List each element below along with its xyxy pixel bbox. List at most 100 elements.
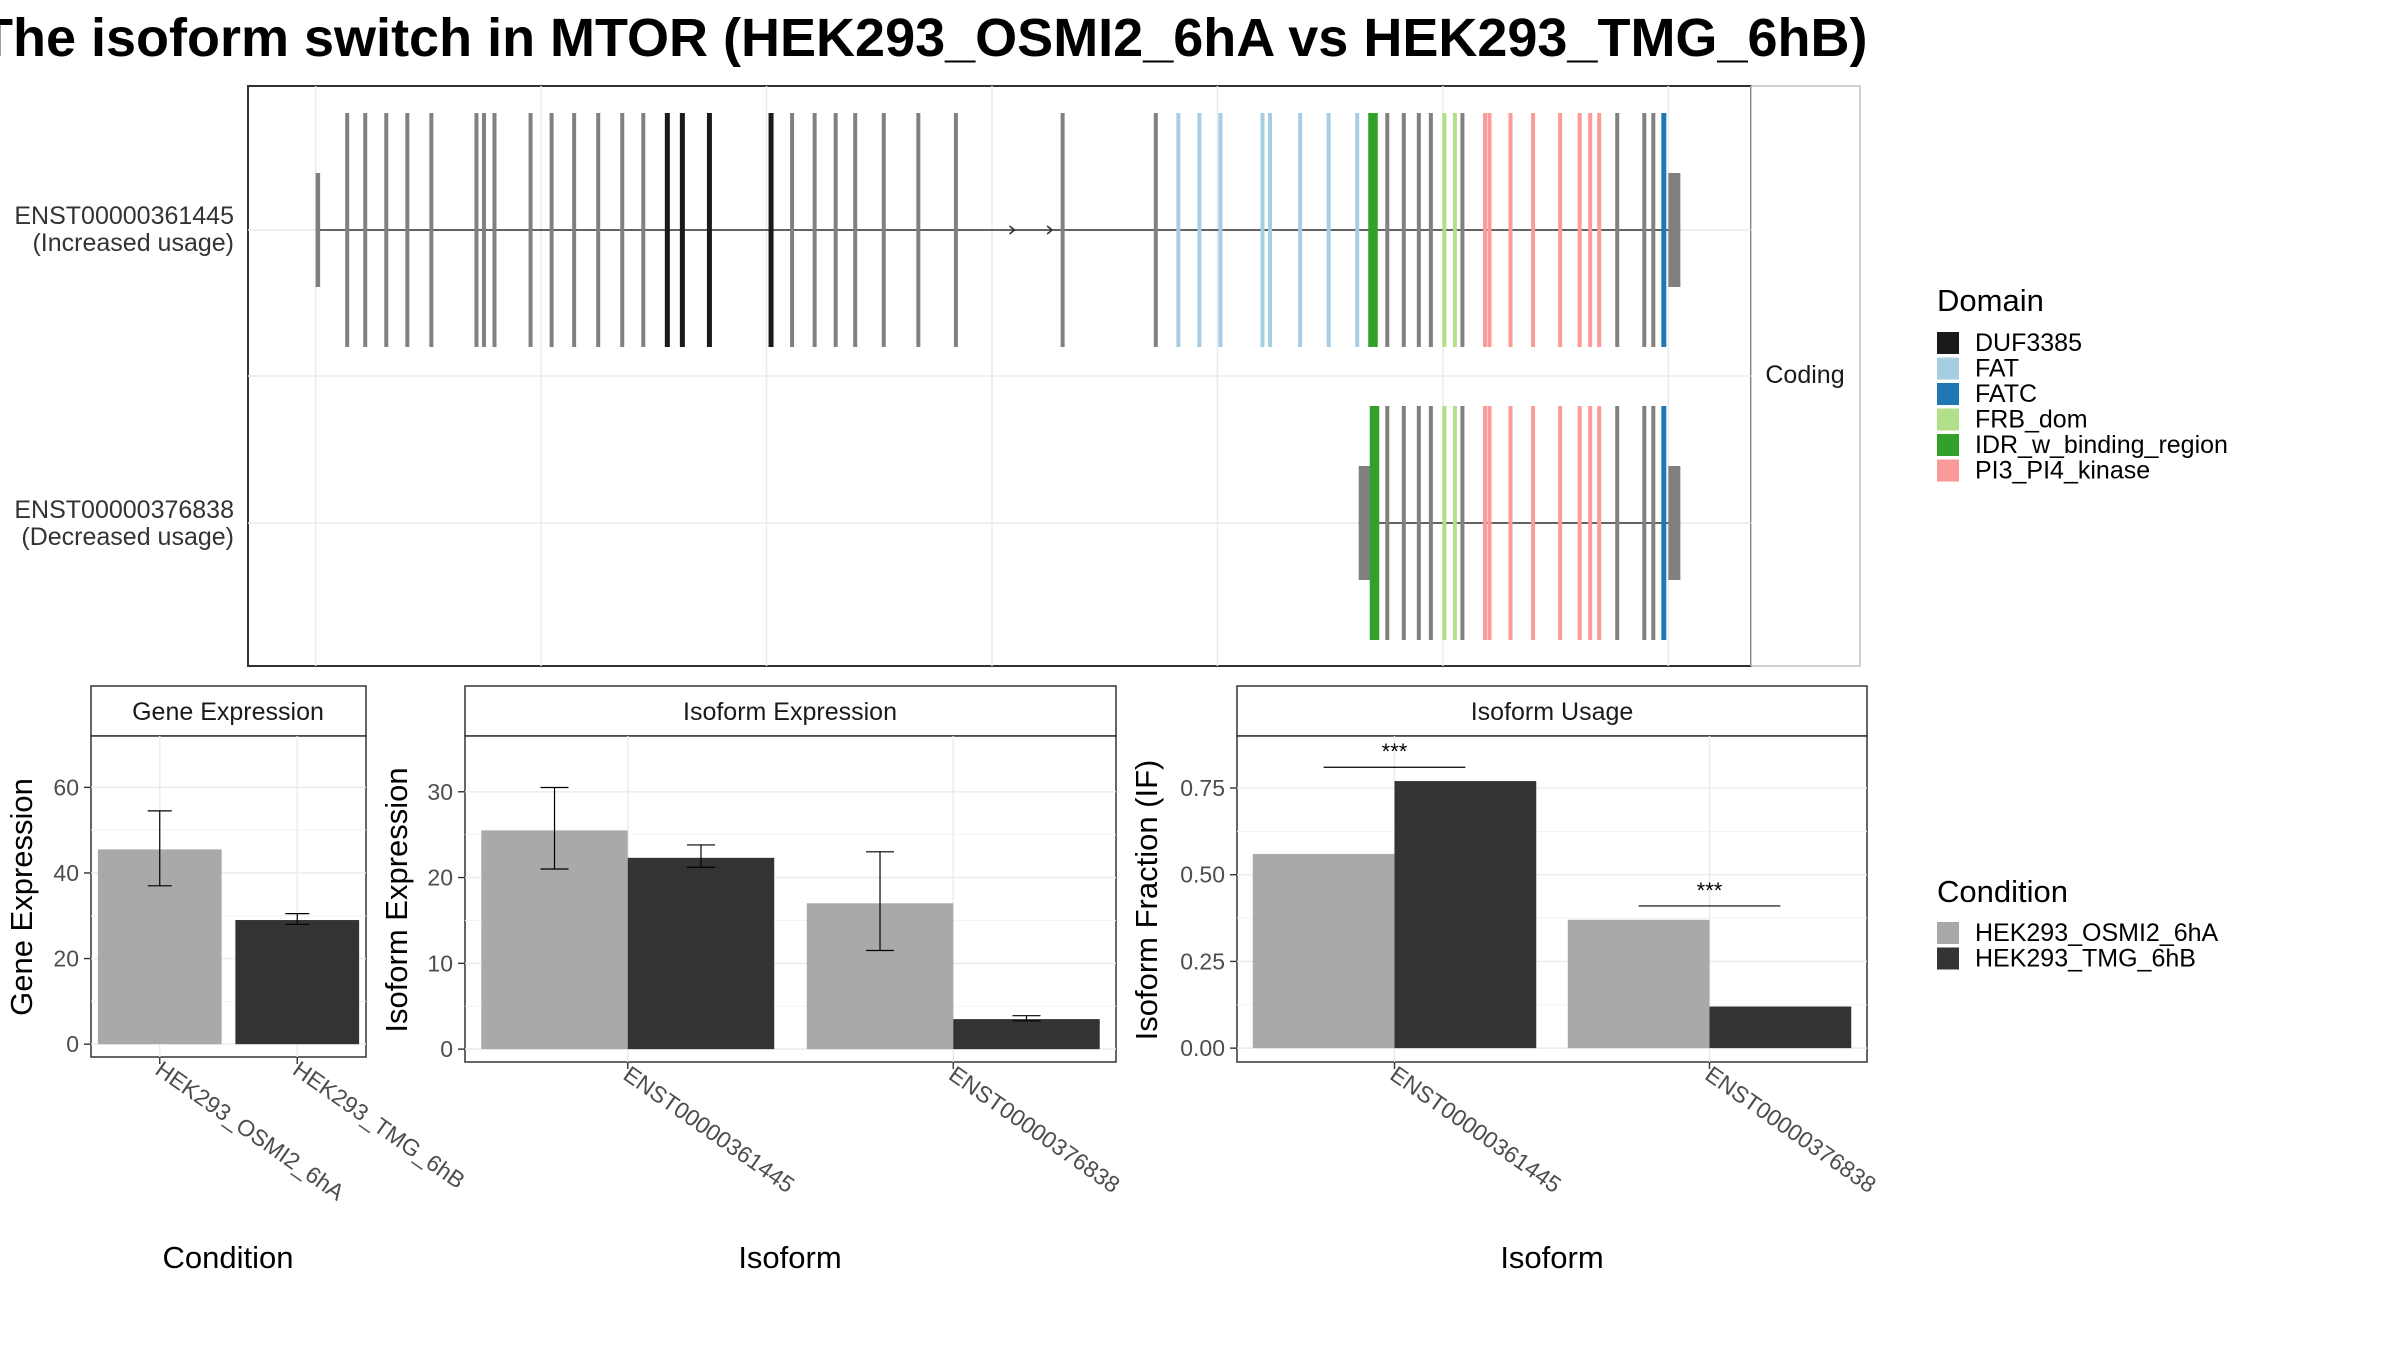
domain-legend: Domain DUF3385FATFATCFRB_domIDR_w_bindin…	[1937, 283, 2228, 485]
isoform-expression-xlabel: Isoform	[738, 1240, 841, 1275]
domain-legend-key-idr-w-binding-region	[1937, 434, 1959, 456]
exon-3	[384, 113, 389, 347]
exon-10	[549, 113, 554, 347]
exon-54	[1642, 113, 1647, 347]
exon-11	[1487, 406, 1492, 640]
exon-51	[1588, 113, 1593, 347]
y-tick-label-1: 0.25	[1180, 948, 1225, 974]
exon-9	[528, 113, 533, 347]
exon-43	[1452, 113, 1457, 347]
exon-37	[1372, 113, 1378, 347]
exon-31	[1260, 113, 1265, 347]
exon-15	[664, 113, 670, 347]
isoform-usage-xlabel: Isoform	[1500, 1240, 1603, 1275]
exon-14	[641, 113, 646, 347]
exon-32	[1268, 113, 1273, 347]
exon-21	[1661, 406, 1667, 640]
x-tick-label-enst00000376838: ENST00000376838	[1701, 1061, 1881, 1198]
condition-legend-key-hek293-osmi2-6ha	[1937, 922, 1959, 944]
exon-17	[1597, 406, 1602, 640]
isoform-usage-strip-title: Isoform Usage	[1471, 698, 1634, 726]
exon-49	[1558, 113, 1563, 347]
exon-47	[1508, 113, 1513, 347]
exon-22	[853, 113, 858, 347]
condition-legend-label-hek293-osmi2-6ha: HEK293_OSMI2_6hA	[1975, 919, 2219, 947]
transcript-label-1: ENST00000361445	[14, 202, 234, 230]
utr-right	[1668, 466, 1681, 580]
exon-39	[1401, 113, 1406, 347]
utr-right	[1668, 173, 1681, 287]
exon-3	[1385, 406, 1390, 640]
exon-55	[1651, 113, 1656, 347]
bar-hek293-tmg-6hb	[235, 920, 360, 1045]
exon-19	[1642, 406, 1647, 640]
utr-left	[1358, 466, 1371, 580]
direction-arrow-2	[1046, 225, 1054, 235]
exon-8	[1452, 406, 1457, 640]
exon-4	[1401, 406, 1406, 640]
y-tick-label-0: 0.00	[1180, 1035, 1225, 1061]
transcript-usage-1: (Increased usage)	[32, 229, 234, 257]
exon-42	[1442, 113, 1447, 347]
domain-legend-key-fatc	[1937, 383, 1959, 405]
x-tick-label-enst00000376838: ENST00000376838	[944, 1061, 1124, 1198]
direction-arrow-1	[1009, 225, 1016, 235]
x-tick-label-enst00000361445: ENST00000361445	[1386, 1061, 1566, 1198]
exon-21	[833, 113, 838, 347]
exon-45	[1482, 113, 1487, 347]
y-tick-label-0: 0	[440, 1036, 453, 1062]
isoform-usage-chart: Isoform Usage *** *** 0.00 0.25 0.50 0.75 ENST…	[1129, 685, 1881, 1275]
exon-8	[492, 113, 497, 347]
bar-hek293-tmg-6hb-enst00000376838	[1709, 1006, 1852, 1049]
exon-40	[1416, 113, 1421, 347]
domain-legend-label-idr-w-binding-region: IDR_w_binding_region	[1975, 431, 2228, 459]
exon-29	[1197, 113, 1202, 347]
y-tick-label-2: 0.50	[1180, 862, 1225, 888]
exon-20	[1651, 406, 1656, 640]
exon-44	[1460, 113, 1465, 347]
x-tick-label-enst00000361445: ENST00000361445	[619, 1061, 799, 1198]
bar-hek293-tmg-6hb-enst00000376838	[953, 1019, 1100, 1050]
exon-6	[474, 113, 479, 347]
isoform-expression-ylabel: Isoform Expression	[379, 767, 414, 1032]
exon-20	[812, 113, 817, 347]
condition-legend-title: Condition	[1937, 874, 2068, 909]
exon-10	[1482, 406, 1487, 640]
exon-26	[1060, 113, 1065, 347]
exon-24	[916, 113, 921, 347]
transcript-row-1	[315, 113, 1681, 347]
exon-15	[1577, 406, 1582, 640]
transcript-panel: Coding ENST00000361445 (Increased usage)…	[14, 85, 1861, 667]
exon-2	[1374, 406, 1380, 640]
exon-6	[1428, 406, 1433, 640]
significance-label-1: ***	[1382, 739, 1408, 764]
y-tick-label-3: 60	[53, 774, 79, 800]
exon-5	[429, 113, 434, 347]
transcript-row-2	[1358, 406, 1681, 640]
transcript-usage-2: (Decreased usage)	[21, 523, 234, 551]
exon-1	[345, 113, 350, 347]
gene-expression-ylabel: Gene Expression	[4, 778, 39, 1016]
y-tick-label-3: 30	[427, 779, 453, 805]
significance-label-2: ***	[1697, 878, 1723, 903]
exon-52	[1597, 113, 1602, 347]
domain-legend-key-pi3-pi4-kinase	[1937, 459, 1959, 482]
exon-7	[481, 113, 486, 347]
exon-13	[1531, 406, 1536, 640]
exon-35	[1355, 113, 1360, 347]
exon-11	[572, 113, 577, 347]
exon-41	[1428, 113, 1433, 347]
transcript-rows	[315, 113, 1681, 640]
bar-hek293-osmi2-6ha-enst00000376838	[1567, 919, 1710, 1049]
isoform-expression-chart: Isoform Expression 0 10 20 30 ENST0000036144…	[379, 685, 1125, 1275]
domain-legend-key-fat	[1937, 357, 1959, 380]
exon-27	[1153, 113, 1158, 347]
domain-legend-label-fat: FAT	[1975, 355, 2019, 383]
exon-48	[1531, 113, 1536, 347]
utr-left	[315, 173, 321, 287]
exon-25	[953, 113, 958, 347]
domain-legend-label-frb-dom: FRB_dom	[1975, 406, 2088, 434]
exon-12	[1508, 406, 1513, 640]
exon-12	[596, 113, 601, 347]
